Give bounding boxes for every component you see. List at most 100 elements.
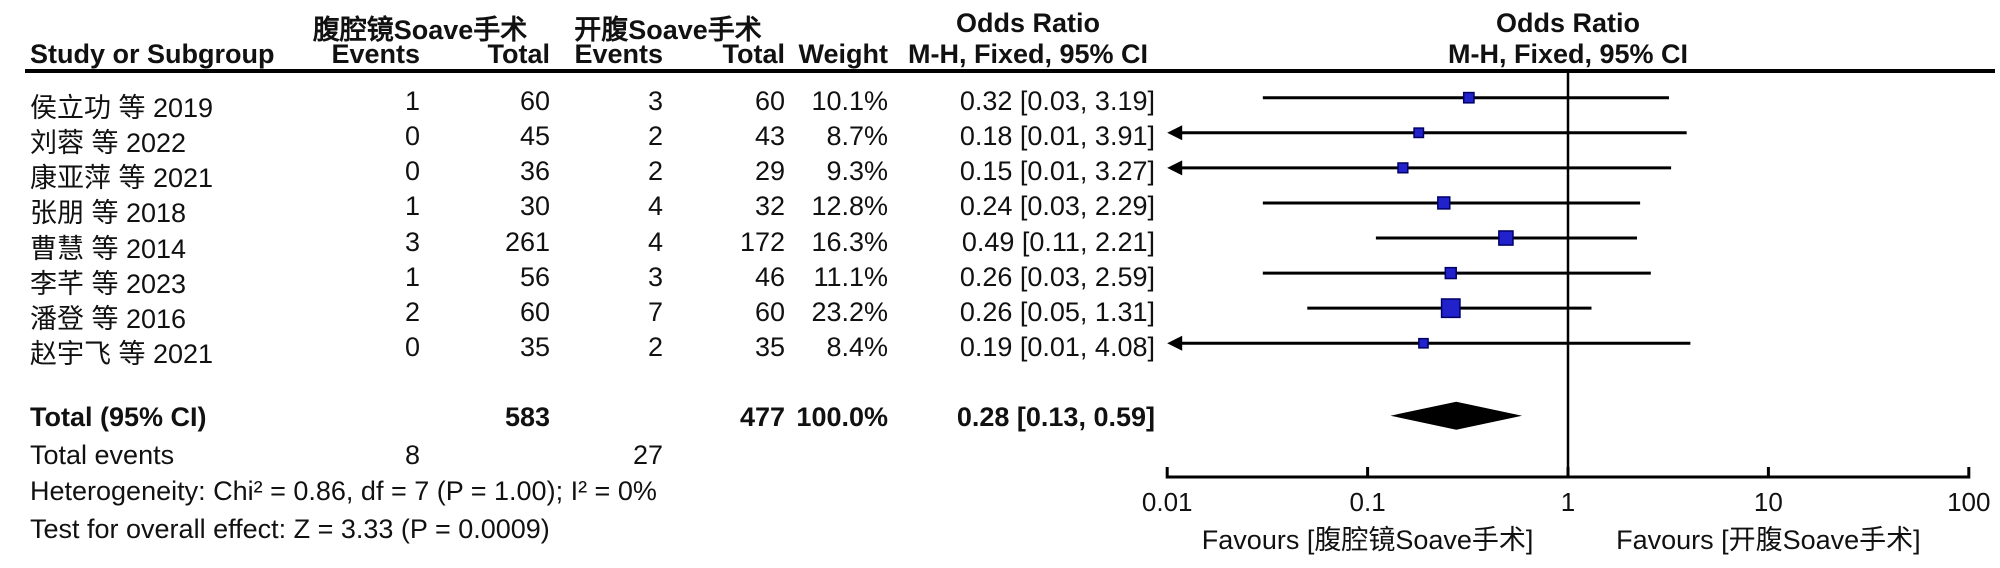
events2-cell: 4 [647,226,663,257]
col-study-header: Study or Subgroup [30,39,275,69]
weight-cell: 23.2% [811,296,888,327]
events2-cell: 2 [647,331,663,362]
effect-square [1397,162,1409,174]
favours-left-label: Favours [腹腔镜Soave手术] [1201,525,1534,555]
total1-cell: 36 [519,156,550,187]
total2-cell: 35 [754,331,785,362]
odds-ratio-numeric-title: Odds Ratio [955,8,1101,38]
events1-cell: 3 [404,226,420,257]
total1-cell: 60 [519,86,550,117]
weight-cell: 10.1% [811,86,888,117]
left-arrow [1167,335,1183,351]
study-name: 刘蓉 等 2022 [30,128,187,159]
odds-ratio-plot-title: Odds Ratio [1495,8,1641,38]
total2-cell: 172 [739,226,785,257]
effect-square [1498,230,1514,246]
events2-cell: 2 [647,156,663,187]
ci-cell: 0.26 [0.03, 2.59] [959,261,1155,292]
events2-cell: 3 [647,261,663,292]
group2-header: 开腹Soave手术 [574,15,762,45]
events2-cell: 7 [647,296,663,327]
col-weight-header: Weight [798,39,889,69]
total1-cell: 45 [519,121,550,152]
total-events-label: Total events [30,440,175,470]
ci-cell: 0.32 [0.03, 3.19] [959,86,1155,117]
effect-square [1418,337,1429,349]
events2-cell: 3 [647,86,663,117]
effect-square [1413,127,1425,139]
total1-cell: 35 [519,331,550,362]
weight-cell: 9.3% [826,156,888,187]
ci-cell: 0.49 [0.11, 2.21] [961,226,1155,257]
study-name: 康亚萍 等 2021 [30,163,214,194]
effect-square [1462,91,1475,104]
total2-cell: 32 [754,191,785,222]
ci-cell: 0.18 [0.01, 3.91] [959,121,1155,152]
col-ci-plot-header: M-H, Fixed, 95% CI [1447,39,1689,69]
total2-cell: 29 [754,156,785,187]
favours-right-label: Favours [开腹Soave手术] [1616,525,1921,555]
events2-cell: 2 [647,121,663,152]
total2-cell: 43 [754,121,785,152]
ci-cell: 0.15 [0.01, 3.27] [959,156,1155,187]
overall-effect-text: Test for overall effect: Z = 3.33 (P = 0… [30,514,550,544]
events1-cell: 0 [404,331,420,362]
left-arrow [1167,160,1183,176]
events1-cell: 1 [404,261,420,292]
total-events-group2: 27 [632,440,663,470]
axis-tick-label: 0.1 [1349,487,1386,517]
axis-tick-label: 0.01 [1141,487,1193,517]
events1-cell: 0 [404,156,420,187]
total-row-total1: 583 [504,402,550,432]
total2-cell: 60 [754,86,785,117]
total1-cell: 60 [519,296,550,327]
summary-diamond [1390,401,1523,430]
heterogeneity-text: Heterogeneity: Chi² = 0.86, df = 7 (P = … [30,476,657,506]
events2-cell: 4 [647,191,663,222]
weight-cell: 16.3% [811,226,888,257]
total-events-group1: 8 [404,440,420,470]
study-name: 张朋 等 2018 [30,198,187,229]
header-underline [25,69,1995,73]
study-name: 赵宇飞 等 2021 [30,338,214,369]
col-total1-header: Total [487,39,551,69]
group1-header: 腹腔镜Soave手术 [312,15,528,45]
effect-square [1440,298,1461,319]
events1-cell: 1 [404,86,420,117]
col-ci-numeric-header: M-H, Fixed, 95% CI [907,39,1149,69]
weight-cell: 8.7% [826,121,888,152]
events1-cell: 1 [404,191,420,222]
col-total2-header: Total [722,39,786,69]
effect-square [1444,266,1457,280]
study-name: 侯立功 等 2019 [30,93,214,124]
events1-cell: 2 [404,296,420,327]
total2-cell: 60 [754,296,785,327]
effect-square [1437,196,1451,210]
total-row-label: Total (95% CI) [30,402,207,432]
study-name: 潘登 等 2016 [30,303,187,334]
axis-tick-label: 1 [1560,487,1576,517]
ci-cell: 0.26 [0.05, 1.31] [959,296,1155,327]
axis-tick-label: 100 [1947,487,1991,517]
total-row-total2: 477 [739,402,785,432]
study-name: 曹慧 等 2014 [30,233,187,264]
ci-cell: 0.24 [0.03, 2.29] [959,191,1155,222]
left-arrow [1167,125,1183,141]
ci-cell: 0.19 [0.01, 4.08] [959,331,1155,362]
weight-cell: 12.8% [811,191,888,222]
total1-cell: 261 [504,226,550,257]
total1-cell: 30 [519,191,550,222]
study-name: 李芊 等 2023 [30,268,187,299]
col-events1-header: Events [331,39,420,69]
total2-cell: 46 [754,261,785,292]
total-row-weight: 100.0% [796,402,888,432]
events1-cell: 0 [404,121,420,152]
weight-cell: 8.4% [826,331,888,362]
total1-cell: 56 [519,261,550,292]
total-row-ci: 0.28 [0.13, 0.59] [956,402,1155,432]
weight-cell: 11.1% [813,261,888,292]
col-events2-header: Events [574,39,663,69]
axis-tick-label: 10 [1753,487,1783,517]
